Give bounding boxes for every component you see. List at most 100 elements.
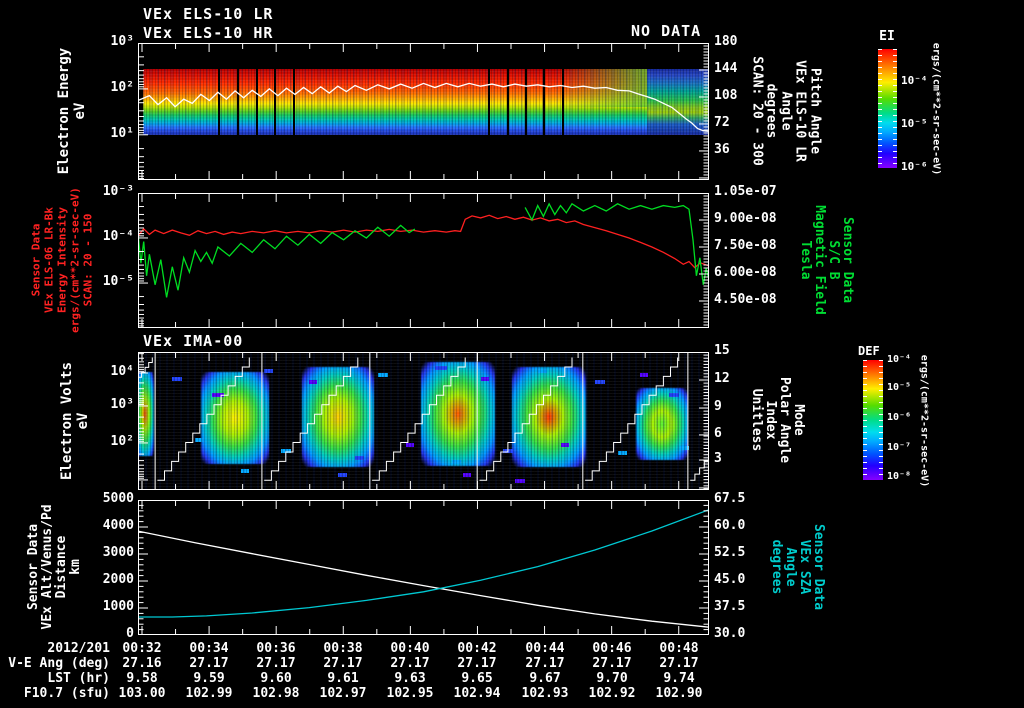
ima-speckle: [618, 451, 627, 455]
table-cell: 9.61: [327, 671, 359, 686]
panel-altitude-sza: [138, 500, 709, 635]
mode-staircase-line: [157, 357, 250, 481]
table-cell: 27.17: [525, 656, 565, 671]
table-cell: 00:46: [592, 641, 632, 656]
p1-left-tick-label: 10¹: [110, 126, 134, 141]
table-cell: 27.17: [659, 656, 699, 671]
table-cell: 27.17: [323, 656, 363, 671]
ima-speckle: [481, 377, 489, 381]
spectrogram-gap-column: [525, 69, 527, 135]
ei-colorbar-units: ergs/(cm**2-sr-sec-eV): [930, 42, 942, 176]
table-cell: 102.93: [521, 686, 569, 701]
ei-colorbar-tick-label: 10⁻⁶: [901, 160, 928, 173]
table-cell: 102.98: [252, 686, 300, 701]
ima-speckle: [595, 380, 605, 384]
table-cell: 27.16: [122, 656, 162, 671]
def-colorbar-tick-label: 10⁻⁴: [887, 354, 912, 365]
p3-right-tick-label: 12: [714, 371, 730, 386]
ima-speckle: [172, 377, 182, 381]
table-cell: 9.67: [529, 671, 561, 686]
ei-colorbar-tick-label: 10⁻⁵: [901, 117, 928, 130]
ima-flux-blob: [636, 388, 688, 460]
page-title-els-hr: VEx ELS-10 HR: [143, 24, 274, 42]
p4-left-tick-label: 4000: [102, 518, 134, 533]
ima-speckle: [669, 393, 679, 397]
p1-plot-frame: [138, 43, 709, 180]
table-cell: 00:44: [525, 641, 565, 656]
table-row-label: F10.7 (sfu): [23, 686, 110, 701]
p4-left-tick-label: 5000: [102, 491, 134, 506]
table-cell: 102.97: [319, 686, 367, 701]
table-cell: 102.92: [588, 686, 636, 701]
spectrogram-gap-column: [274, 69, 276, 135]
p3-right-tick-label: 6: [714, 426, 722, 441]
p4-right-tick-label: 60.0: [714, 518, 746, 533]
p3-right-tick-label: 9: [714, 399, 722, 414]
data-line: [138, 82, 709, 133]
table-cell: 27.17: [256, 656, 296, 671]
panel4-yaxis-label: Sensor Data VEx Alt/Venus/Pd Distance km: [26, 504, 83, 630]
p3-left-tick-label: 10³: [110, 397, 134, 412]
def-colorbar-tick-label: 10⁻⁶: [887, 412, 912, 423]
table-cell: 00:36: [256, 641, 296, 656]
data-line: [524, 202, 709, 285]
ei-colorbar-title: EI: [879, 29, 895, 44]
p2-right-tick-label: 4.50e-08: [714, 292, 777, 307]
p2-left-tick-label: 10⁻³: [102, 184, 134, 199]
p4-right-tick-label: 52.5: [714, 545, 746, 560]
ima-flux-blob: [201, 372, 269, 464]
ima-speckle: [378, 373, 388, 377]
def-colorbar-ticks-right: [879, 360, 883, 480]
table-cell: 9.74: [663, 671, 695, 686]
spectrogram-gap-column: [562, 69, 564, 135]
p4-right-tick-label: 67.5: [714, 491, 746, 506]
ima-speckle: [309, 380, 317, 384]
data-line: [138, 530, 709, 628]
panel3-title: VEx IMA-00: [143, 332, 244, 350]
ima-speckle: [640, 373, 648, 377]
table-cell: 9.65: [461, 671, 493, 686]
ima-speckle: [281, 449, 291, 453]
p4-right-tick-label: 30.0: [714, 626, 746, 641]
p3-right-tick-label: 15: [714, 343, 730, 358]
p2-left-tick-label: 10⁻⁵: [102, 274, 134, 289]
ei-colorbar-ticks-left: [878, 49, 882, 168]
spectrogram-gap-column: [507, 69, 509, 135]
table-cell: 9.60: [260, 671, 292, 686]
els-spectrogram-band-right: [647, 69, 709, 135]
p3-left-tick-label: 10⁴: [110, 364, 134, 379]
p3-plot-frame: [138, 352, 709, 490]
ima-speckle: [406, 443, 414, 447]
ima-speckle: [435, 366, 447, 370]
def-colorbar-ticks-left: [863, 360, 867, 480]
mode-staircase-line: [264, 357, 359, 481]
panel3-yaxis-label: Electron Volts eV: [59, 361, 91, 481]
ima-speckle: [452, 460, 461, 464]
p4-left-tick-label: 1000: [102, 599, 134, 614]
table-cell: 00:32: [122, 641, 162, 656]
panel1-yaxis-label: Electron Energy eV: [56, 47, 88, 175]
spectrogram-gap-column: [488, 69, 490, 135]
table-cell: 27.17: [457, 656, 497, 671]
p4-right-tick-label: 37.5: [714, 599, 746, 614]
data-line: [138, 224, 416, 298]
spectrogram-gap-column: [256, 69, 258, 135]
panel2-yaxis-label: Sensor Data VEx ELS-06 LR-Bk Energy Inte…: [29, 187, 95, 333]
mode-staircase-line: [690, 455, 709, 481]
ima-speckle: [212, 393, 224, 397]
p4-left-tick-label: 0: [126, 626, 134, 641]
table-cell: 00:38: [323, 641, 363, 656]
table-row-label: LST (hr): [47, 671, 110, 686]
p2-left-tick-label: 10⁻⁴: [102, 229, 134, 244]
spectrogram-gap-column: [543, 69, 545, 135]
p2-right-tick-label: 1.05e-07: [714, 184, 777, 199]
ei-colorbar: [878, 49, 897, 168]
ima-speckle: [538, 369, 547, 373]
table-cell: 102.95: [386, 686, 434, 701]
table-cell: 103.00: [118, 686, 166, 701]
table-cell: 00:48: [659, 641, 699, 656]
def-colorbar-tick-label: 10⁻⁸: [887, 471, 912, 482]
ei-colorbar-tick-label: 10⁻⁴: [901, 74, 928, 87]
def-colorbar-title: DEF: [858, 344, 880, 358]
ima-speckle: [241, 469, 249, 473]
